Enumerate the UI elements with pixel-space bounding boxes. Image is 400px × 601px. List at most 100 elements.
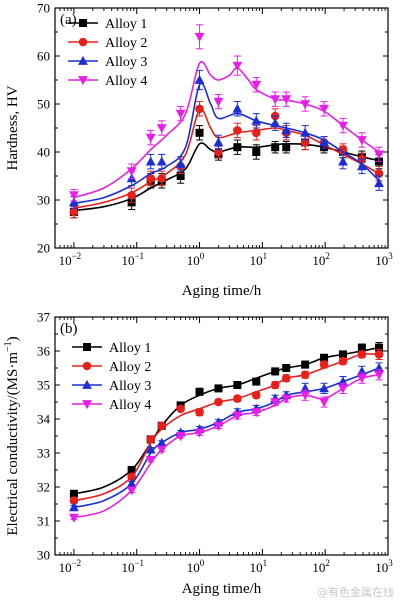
y-tick-label: 32 (37, 480, 50, 495)
data-point (251, 80, 262, 90)
data-point (145, 156, 156, 166)
data-point (374, 370, 384, 380)
y-tick-label: 20 (37, 241, 50, 256)
x-tick-label-exponent: 3 (388, 558, 393, 568)
x-tick-label-base: 10 (59, 253, 72, 268)
y-tick-label: 40 (37, 145, 50, 160)
x-tick-label-base: 10 (187, 253, 200, 268)
data-point (270, 95, 281, 105)
data-point (213, 137, 224, 147)
y-tick-label: 60 (37, 49, 50, 64)
data-point (338, 121, 348, 131)
data-point (156, 156, 167, 166)
data-point (252, 148, 261, 156)
x-tick-label: 10−2 (59, 558, 82, 575)
data-point (270, 380, 280, 390)
panel-label: (b) (60, 321, 78, 337)
data-point (69, 191, 79, 201)
plot-frame (54, 316, 389, 556)
x-tick-label-base: 10 (375, 253, 388, 268)
data-point (300, 370, 310, 380)
x-axis-title: Aging time/h (182, 581, 262, 597)
data-point (145, 444, 156, 454)
x-tick-label-exponent: 0 (200, 251, 205, 261)
x-tick-label-base: 10 (121, 560, 134, 575)
data-point (319, 360, 329, 369)
data-point (356, 136, 367, 146)
y-axis-title-main: Electrical conductivity/(MS·m (5, 352, 21, 536)
x-tick-label-exponent: −1 (134, 558, 144, 568)
data-point (281, 394, 292, 404)
data-point (282, 364, 291, 372)
data-point (194, 428, 205, 438)
x-tick-label-exponent: 3 (388, 251, 393, 261)
data-point (233, 394, 242, 403)
legend-label: Alloy 4 (105, 74, 147, 89)
data-point (251, 115, 262, 125)
y-axis-title-end: ) (5, 336, 21, 341)
x-tick-label-base: 10 (121, 253, 134, 268)
data-point (301, 360, 310, 369)
data-point (233, 381, 242, 389)
legend-marker (82, 361, 92, 371)
y-tick-label: 36 (37, 344, 51, 359)
x-tick-label: 102 (312, 251, 330, 268)
data-point (300, 127, 311, 137)
x-tick-label: 103 (375, 251, 393, 268)
data-point (175, 109, 186, 119)
data-point (195, 387, 204, 396)
series-alloy-4 (69, 369, 384, 523)
data-point (213, 421, 224, 431)
x-axis-title: Aging time/h (182, 283, 262, 299)
data-point (357, 343, 366, 352)
series-alloy-2 (69, 348, 384, 505)
data-point (338, 356, 348, 366)
data-point (145, 455, 156, 465)
legend-label: Alloy 4 (109, 398, 151, 413)
x-tick-label-base: 10 (250, 560, 263, 575)
data-point (251, 408, 262, 418)
y-axis-title-superscript: −1 (3, 341, 14, 352)
legend-marker (78, 37, 88, 47)
data-point (195, 128, 204, 137)
legend: Alloy 1 Alloy 2 Alloy 3 Alloy 4 (68, 17, 147, 89)
y-axis-title-main: Hardness, HV (5, 85, 21, 170)
data-point (319, 104, 329, 114)
data-point (213, 97, 224, 107)
y-axis-title: Hardness, HV (5, 85, 21, 170)
data-point (176, 172, 185, 180)
series-line (73, 82, 380, 205)
data-point (146, 435, 156, 444)
data-point (281, 95, 292, 105)
data-point (126, 486, 137, 496)
x-tick-label: 100 (187, 251, 205, 268)
data-point (374, 178, 384, 188)
legend-label: Alloy 3 (105, 55, 147, 70)
x-tick-label-exponent: 1 (263, 558, 268, 568)
data-point (251, 128, 261, 138)
series-alloy-1 (69, 125, 384, 219)
data-point (69, 513, 79, 523)
y-tick-label: 33 (37, 446, 50, 461)
data-point (69, 197, 79, 207)
series-line (73, 108, 380, 209)
x-tick-label: 10−1 (121, 251, 144, 268)
x-tick-label-base: 10 (250, 253, 263, 268)
data-point (338, 384, 348, 394)
data-point (252, 377, 261, 386)
data-point (232, 61, 243, 71)
data-point (156, 437, 167, 447)
data-point (156, 124, 167, 134)
data-point (194, 32, 205, 42)
x-tick-label-base: 10 (312, 253, 325, 268)
data-point (145, 133, 156, 143)
data-point (281, 125, 292, 135)
data-point (338, 156, 348, 166)
x-tick-label-exponent: 0 (200, 558, 205, 568)
data-point (271, 143, 280, 152)
data-point (233, 143, 242, 152)
series-alloy-4 (69, 24, 384, 202)
x-tick-label-base: 10 (59, 560, 72, 575)
